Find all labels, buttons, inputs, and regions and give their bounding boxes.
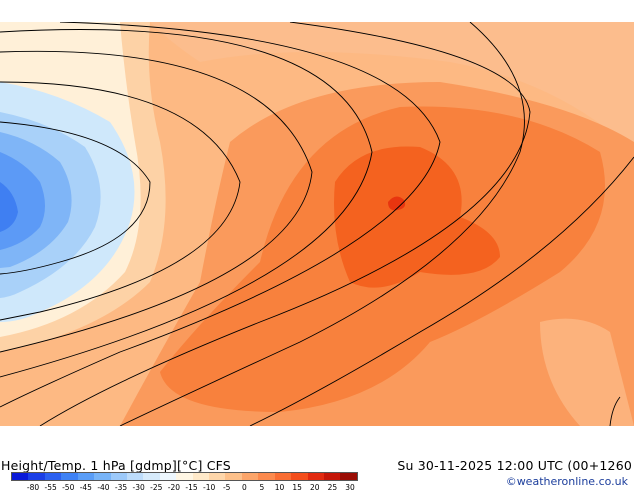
legend-tick-label: 10 [274, 483, 285, 492]
legend-tick-label: 30 [345, 483, 355, 492]
legend-tick-label: -25 [150, 483, 163, 492]
field-band-cold-5 [0, 182, 18, 232]
legend-tick-label: -35 [114, 483, 128, 492]
legend-tick-label: -10 [202, 483, 216, 492]
legend-swatch [44, 473, 62, 480]
legend-swatch [143, 473, 160, 480]
legend-swatch [77, 473, 95, 480]
legend-swatch [307, 473, 325, 480]
legend-swatch [225, 473, 242, 480]
legend-tick-label: 0 [241, 483, 247, 492]
legend-tick-label: -5 [222, 483, 231, 492]
legend-swatch [340, 473, 357, 480]
contour-line [0, 22, 441, 408]
legend-tick-label: -30 [132, 483, 145, 492]
legend-tick-label: -50 [62, 483, 75, 492]
contour-line [39, 22, 531, 426]
legend-swatch [209, 473, 226, 480]
legend-swatch [176, 473, 193, 480]
legend-tick-label: 5 [259, 483, 265, 492]
field-band-cold-4 [0, 152, 45, 250]
legend-tick-label: -20 [167, 483, 180, 492]
contour-line [119, 22, 525, 426]
legend-swatch [126, 473, 144, 480]
contour-line [0, 121, 151, 275]
height-contours [0, 22, 634, 426]
contour-line [0, 29, 373, 378]
legend-swatch [94, 473, 111, 480]
field-band-hot [334, 146, 500, 288]
legend-tick-label: -55 [44, 483, 57, 492]
color-legend-bar [11, 472, 358, 481]
legend-swatch [274, 473, 292, 480]
legend-tick-label: -80 [26, 483, 40, 492]
legend-swatch [159, 473, 177, 480]
legend-swatch [241, 473, 259, 480]
field-band-lower-right [540, 318, 634, 426]
legend-swatch [12, 473, 29, 480]
legend-swatch [324, 473, 341, 480]
legend-swatch [258, 473, 275, 480]
contour-line [0, 50, 313, 353]
color-legend-ticks: -80 -55 -50 -45 -40 -35 -30 -25 -20 -15 -10 -5 0 5 10 1… [11, 483, 358, 492]
legend-tick-label: 15 [292, 483, 302, 492]
contour-line [609, 396, 621, 426]
legend-tick-label: -40 [97, 483, 110, 492]
contour-line [249, 156, 634, 426]
legend-swatch [61, 473, 78, 480]
legend-swatch [291, 473, 308, 480]
legend-swatch [192, 473, 210, 480]
map-field [0, 22, 634, 426]
legend-tick-label: 20 [309, 483, 320, 492]
credit-link[interactable]: ©weatheronline.co.uk [505, 475, 628, 488]
legend-swatch [110, 473, 127, 480]
field-band-upper [150, 22, 634, 152]
legend-tick-label: -45 [79, 483, 92, 492]
valid-time: Su 30-11-2025 12:00 UTC (00+1260 [397, 458, 632, 473]
temperature-map [0, 22, 634, 426]
legend-tick-label: -15 [185, 483, 198, 492]
legend-tick-label: 25 [327, 483, 338, 492]
field-band-hottest [388, 196, 406, 211]
map-title: Height/Temp. 1 hPa [gdmp][°C] CFS [1, 458, 231, 473]
contour-line [0, 81, 241, 321]
legend-swatch [28, 473, 45, 480]
